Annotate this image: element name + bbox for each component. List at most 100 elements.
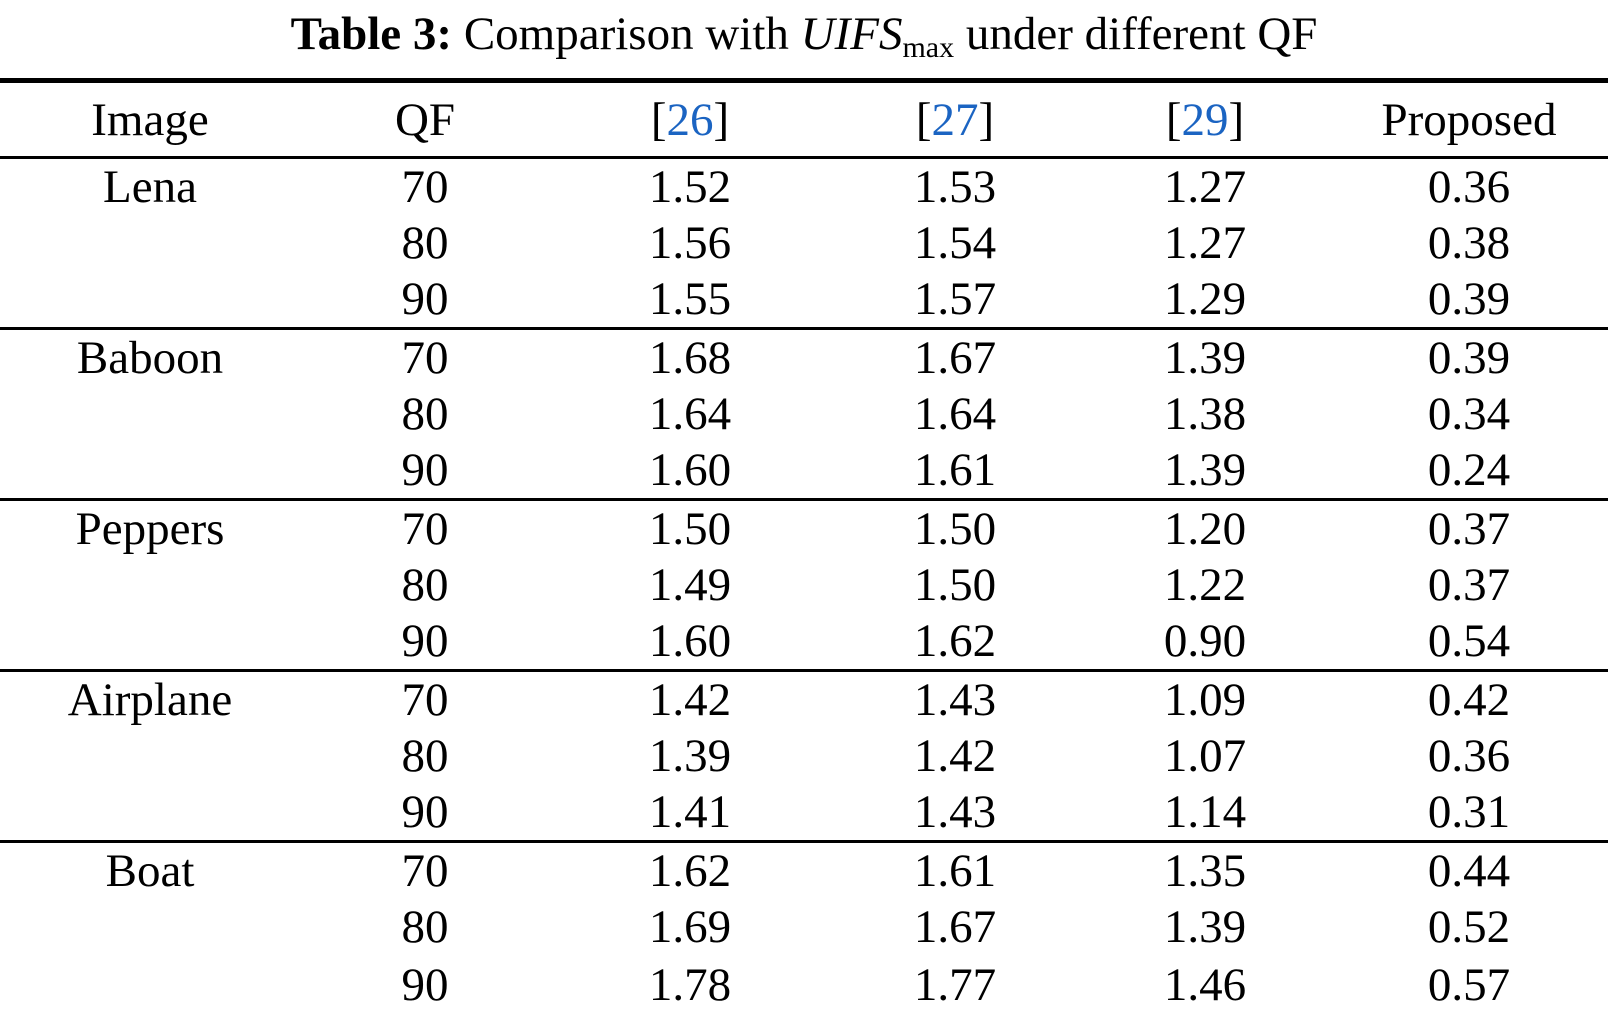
ref26-value-cell: 1.69 [648, 901, 732, 953]
image-name-cell [0, 443, 300, 500]
image-name-cell [0, 386, 300, 443]
caption-uifs-subscript: max [902, 30, 955, 64]
ref29-value-cell: 1.29 [1163, 273, 1247, 326]
image-name-cell [0, 785, 300, 842]
ref27-value-cell: 1.67 [913, 901, 997, 953]
ref26-value-cell: 1.64 [648, 388, 732, 440]
ref29-value-cell: 1.27 [1163, 160, 1247, 213]
col-header-ref26: [26] [550, 78, 830, 159]
ref26-value-cell: 1.60 [648, 615, 732, 668]
qf-cell: 70 [300, 840, 550, 899]
image-name-cell [0, 215, 300, 272]
qf-cell: 90 [401, 273, 449, 326]
proposed-value-cell: 0.36 [1427, 160, 1511, 213]
qf-cell: 80 [401, 388, 449, 440]
proposed-value-cell: 0.37 [1427, 559, 1511, 611]
ref29-value-cell: 1.46 [1080, 955, 1330, 1017]
header-row: Image QF [26] [27] [29] Proposed [0, 78, 1608, 159]
qf-cell: 90 [300, 955, 550, 1017]
image-name-cell: Lena [103, 160, 197, 213]
table-row: 90 1.41 1.43 1.14 0.31 [0, 785, 1608, 842]
bracket-close: ] [1228, 93, 1245, 146]
comparison-table: Image QF [26] [27] [29] Proposed Lena 70 1… [0, 78, 1608, 1017]
qf-cell: 70 [300, 498, 550, 557]
ref27-value-cell: 1.43 [830, 669, 1080, 728]
qf-cell: 70 [401, 160, 449, 213]
proposed-value-cell: 0.42 [1330, 669, 1608, 728]
ref26-value-cell: 1.78 [550, 955, 830, 1017]
proposed-value-cell: 0.39 [1427, 273, 1511, 326]
ref26-value-cell: 1.39 [648, 730, 732, 782]
ref29-value-cell: 1.20 [1080, 498, 1330, 557]
table-row: 90 1.78 1.77 1.46 0.57 [0, 955, 1608, 1017]
proposed-value-cell: 0.44 [1330, 840, 1608, 899]
caption-uifs: UIFS [800, 8, 903, 60]
qf-cell: 70 [300, 327, 550, 386]
proposed-value-cell: 0.38 [1427, 217, 1511, 269]
citation-link-27[interactable]: 27 [931, 93, 979, 146]
ref26-value-cell: 1.68 [550, 327, 830, 386]
qf-cell: 80 [401, 730, 449, 782]
qf-cell: 80 [401, 217, 449, 269]
ref27-value-cell: 1.50 [830, 498, 1080, 557]
image-name-cell [0, 955, 300, 1017]
image-name-cell [0, 899, 300, 956]
image-name-cell [0, 272, 300, 329]
proposed-value-cell: 0.52 [1427, 901, 1511, 953]
qf-cell: 90 [401, 615, 449, 668]
table-row: Airplane 70 1.42 1.43 1.09 0.42 [0, 669, 1608, 728]
proposed-value-cell: 0.39 [1330, 327, 1608, 386]
ref27-value-cell: 1.77 [830, 955, 1080, 1017]
ref27-value-cell: 1.53 [913, 160, 997, 213]
ref27-value-cell: 1.50 [913, 559, 997, 611]
table-row: 80 1.64 1.64 1.38 0.34 [0, 386, 1608, 443]
qf-cell: 90 [401, 786, 449, 839]
bracket-open: [ [915, 93, 932, 146]
table-row: 80 1.56 1.54 1.27 0.38 [0, 215, 1608, 272]
proposed-value-cell: 0.57 [1330, 955, 1608, 1017]
caption-text-after: under different QF [954, 8, 1318, 60]
ref26-value-cell: 1.60 [648, 444, 732, 497]
table-row: 90 1.60 1.62 0.90 0.54 [0, 614, 1608, 671]
ref26-value-cell: 1.52 [648, 160, 732, 213]
table-row: Lena 70 1.52 1.53 1.27 0.36 [0, 158, 1608, 215]
ref26-value-cell: 1.62 [550, 840, 830, 899]
ref29-value-cell: 1.35 [1080, 840, 1330, 899]
ref27-value-cell: 1.57 [913, 273, 997, 326]
ref27-value-cell: 1.43 [913, 786, 997, 839]
ref26-value-cell: 1.42 [550, 669, 830, 728]
image-name-cell: Boat [0, 840, 300, 899]
image-name-cell [0, 557, 300, 614]
proposed-value-cell: 0.54 [1427, 615, 1511, 668]
bracket-close: ] [713, 93, 730, 146]
proposed-value-cell: 0.37 [1330, 498, 1608, 557]
ref26-value-cell: 1.50 [550, 498, 830, 557]
qf-cell: 70 [300, 669, 550, 728]
ref29-value-cell: 1.07 [1163, 730, 1247, 782]
ref26-value-cell: 1.56 [648, 217, 732, 269]
ref26-value-cell: 1.41 [648, 786, 732, 839]
ref29-value-cell: 1.38 [1163, 388, 1247, 440]
image-name-cell [0, 614, 300, 671]
image-name-cell: Airplane [0, 669, 300, 728]
qf-cell: 80 [401, 559, 449, 611]
bracket-close: ] [978, 93, 995, 146]
table-caption: Table 3: Comparison with UIFSmax under d… [0, 0, 1608, 70]
proposed-value-cell: 0.36 [1427, 730, 1511, 782]
ref29-value-cell: 1.22 [1163, 559, 1247, 611]
image-name-cell: Baboon [0, 327, 300, 386]
bracket-open: [ [1165, 93, 1182, 146]
ref27-value-cell: 1.61 [913, 444, 997, 497]
qf-cell: 80 [401, 901, 449, 953]
table-row: Peppers 70 1.50 1.50 1.20 0.37 [0, 498, 1608, 557]
ref29-value-cell: 1.27 [1163, 217, 1247, 269]
ref27-value-cell: 1.61 [830, 840, 1080, 899]
caption-text-before: Comparison with [452, 8, 801, 60]
citation-link-26[interactable]: 26 [666, 93, 714, 146]
col-header-proposed: Proposed [1330, 78, 1608, 159]
table-row: Boat 70 1.62 1.61 1.35 0.44 [0, 840, 1608, 899]
citation-link-29[interactable]: 29 [1181, 93, 1229, 146]
ref29-value-cell: 0.90 [1163, 615, 1247, 668]
table-row: 80 1.49 1.50 1.22 0.37 [0, 557, 1608, 614]
ref29-value-cell: 1.39 [1080, 327, 1330, 386]
